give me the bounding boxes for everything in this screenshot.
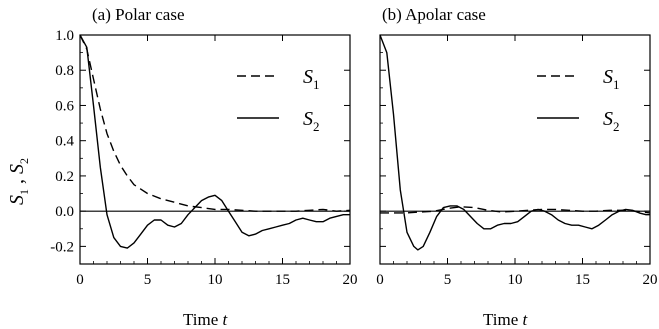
legend-label-s1: S1	[603, 66, 620, 92]
ticks-apolar: 0 5 10 15 20	[376, 34, 658, 288]
legend-label-s2: S2	[303, 108, 320, 134]
legend-label-s1: S1	[303, 66, 320, 92]
ticks-polar: 0 5 10 15 20 -0.2 0.0 0.2 0.4 0.6 0.8 1.0	[50, 28, 357, 288]
y-tick-label: 1.0	[55, 28, 74, 44]
series-line-s2	[379, 34, 650, 251]
y-tick-label: -0.2	[50, 239, 74, 255]
series-line-s1	[79, 34, 351, 212]
legend-label-subscript: 2	[313, 119, 320, 134]
panel-title-polar: (a) Polar case	[92, 5, 185, 24]
y-axis-label-s2-sub: 2	[17, 158, 31, 164]
y-axis-label-sep: ,	[6, 174, 28, 189]
series-apolar	[379, 34, 651, 251]
legend-label-letter: S	[303, 66, 313, 88]
y-tick-label: 0.2	[55, 169, 74, 185]
panel-polar: (a) Polar case 0 5 10 15 20-0.20.00.20.40.60…	[6, 5, 358, 329]
legend-label-subscript: 1	[613, 77, 620, 92]
legend-label-letter: S	[603, 66, 613, 88]
x-tick-label: 5	[444, 272, 452, 288]
legend-label-subscript: 2	[613, 119, 620, 134]
x-axis-label-apolar: Time t	[483, 310, 529, 329]
x-axis-title-polar: Time t	[183, 310, 229, 329]
y-tick-label: 0.6	[55, 98, 74, 114]
x-axis-label-apolar-symbol: t	[523, 310, 529, 329]
x-tick-label: 15	[275, 272, 290, 288]
x-axis-label-polar: Time t	[183, 310, 229, 329]
y-axis-label: S1 , S2	[6, 158, 31, 205]
x-tick-label: 10	[508, 272, 523, 288]
panel-title-apolar: (b) Apolar case	[382, 5, 486, 24]
y-tick-label: 0.8	[55, 63, 74, 79]
x-axis-label-polar-word: Time	[183, 310, 218, 329]
x-axis-title-apolar: Time t	[483, 310, 529, 329]
series-polar	[79, 34, 351, 249]
x-tick-label: 20	[643, 272, 658, 288]
y-axis-label-s1: S	[6, 195, 28, 205]
x-axis-label-apolar-word: Time	[483, 310, 518, 329]
series-line-s2	[79, 34, 350, 249]
x-tick-label: 0	[376, 272, 384, 288]
legend-label-letter: S	[603, 108, 613, 130]
x-tick-label: 5	[144, 272, 152, 288]
x-tick-label: 0	[76, 272, 84, 288]
y-tick-label: 0.4	[55, 134, 74, 150]
legend-label-subscript: 1	[313, 77, 320, 92]
x-tick-label: 15	[575, 272, 590, 288]
y-axis-title: S1 , S2	[6, 158, 31, 205]
series-line-s1	[380, 206, 651, 214]
x-tick-label: 10	[208, 272, 223, 288]
y-axis-label-s2: S	[6, 164, 28, 174]
x-tick-label: 20	[343, 272, 358, 288]
x-axis-label-polar-symbol: t	[223, 310, 229, 329]
legend-label-s2: S2	[603, 108, 620, 134]
y-axis-label-s1-sub: 1	[17, 189, 31, 195]
y-tick-label: 0.0	[55, 204, 74, 220]
legend-label-letter: S	[303, 108, 313, 130]
